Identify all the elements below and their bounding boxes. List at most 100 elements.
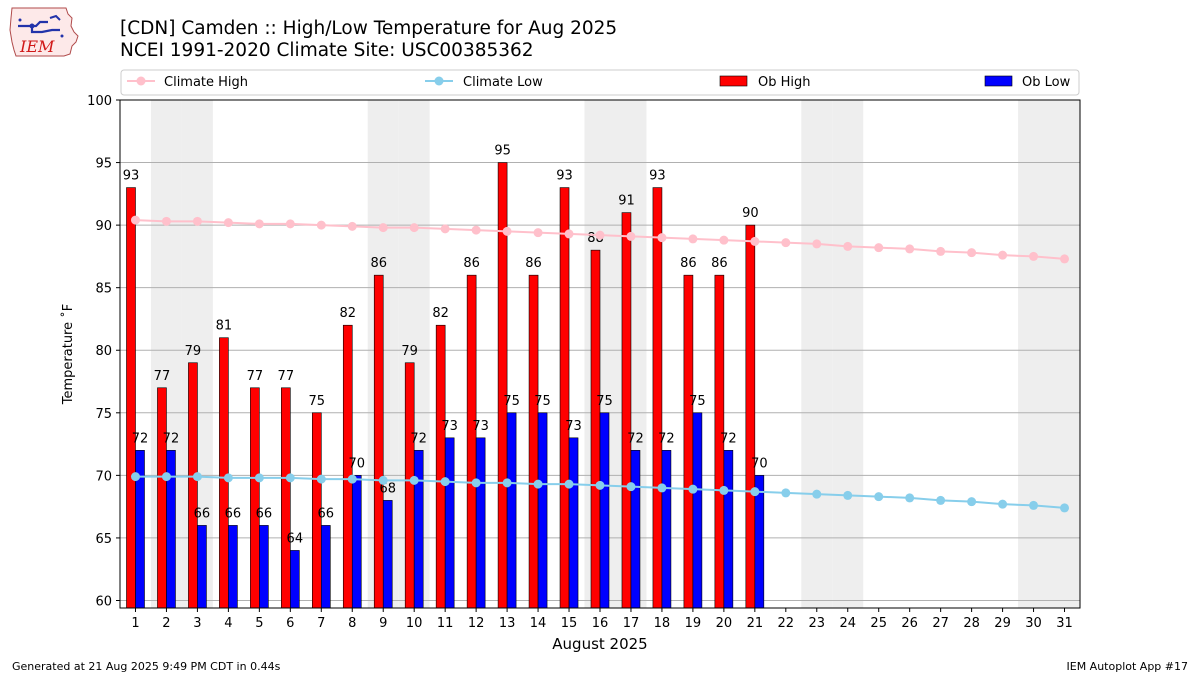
climate-high-point (285, 219, 295, 229)
ob-low-label: 64 (287, 531, 304, 546)
climate-low-point (347, 474, 357, 484)
climate-high-point (533, 228, 543, 238)
ob-low-bar (475, 437, 486, 609)
climate-high-point (347, 221, 357, 231)
climate-high-point (905, 244, 915, 254)
ob-high-label: 90 (742, 206, 759, 221)
climate-low-point (967, 497, 977, 507)
ob-low-label: 75 (534, 394, 551, 409)
x-axis-label: August 2025 (552, 635, 647, 653)
x-tick-label: 23 (809, 616, 826, 631)
climate-low-point (781, 488, 791, 498)
ob-low-bar (413, 450, 424, 609)
ob-high-bar (404, 362, 415, 609)
ob-low-bar (197, 525, 207, 609)
ob-low-label: 75 (503, 394, 520, 409)
ob-high-bar (652, 187, 663, 609)
ob-low-label: 75 (689, 394, 706, 409)
x-tick-label: 26 (901, 616, 918, 631)
ob-high-label: 77 (154, 369, 171, 384)
climate-low-point (843, 490, 853, 500)
footer-app-id: IEM Autoplot App #17 (1066, 660, 1189, 673)
x-tick-label: 11 (437, 616, 454, 631)
climate-high-point (471, 225, 481, 235)
y-tick-label: 80 (95, 344, 112, 359)
y-tick-label: 85 (95, 282, 112, 297)
x-tick-label: 19 (685, 616, 702, 631)
ob-high-bar (590, 249, 601, 609)
climate-low-point (161, 472, 171, 482)
climate-low-point (998, 499, 1008, 509)
ob-low-label: 70 (348, 456, 365, 471)
legend-climate-high-marker (136, 76, 146, 86)
ob-high-label: 91 (618, 194, 635, 209)
ob-low-bar (723, 450, 734, 609)
ob-high-label: 77 (278, 369, 295, 384)
ob-high-label: 86 (370, 256, 387, 271)
ob-low-label: 72 (410, 431, 427, 446)
ob-low-bar (320, 525, 331, 609)
climate-high-point (750, 236, 760, 246)
ob-low-bar (506, 412, 517, 609)
weekend-shade (832, 100, 864, 608)
climate-high-point (192, 216, 202, 226)
climate-low-point (1029, 500, 1039, 510)
climate-low-point (285, 473, 295, 483)
ob-low-bar (692, 412, 703, 609)
x-tick-label: 4 (224, 616, 232, 631)
svg-text:IEM: IEM (19, 37, 55, 56)
ob-low-label: 66 (225, 506, 242, 521)
ob-low-label: 72 (627, 431, 644, 446)
climate-high-point (936, 246, 946, 256)
climate-low-point (409, 475, 419, 485)
legend-ob-high-label: Ob High (758, 75, 811, 90)
ob-low-bar (537, 412, 548, 609)
y-tick-label: 100 (87, 94, 112, 109)
ob-high-bar (745, 224, 756, 609)
iem-logo: IEM (8, 6, 80, 58)
x-tick-label: 7 (317, 616, 325, 631)
climate-high-point (781, 238, 791, 248)
ob-high-bar (188, 362, 198, 609)
climate-low-point (440, 477, 450, 487)
x-tick-label: 8 (348, 616, 356, 631)
climate-high-point (440, 224, 450, 234)
x-tick-label: 5 (255, 616, 263, 631)
climate-high-point (998, 250, 1008, 260)
climate-low-point (688, 484, 698, 494)
ob-high-label: 82 (339, 306, 356, 321)
x-tick-label: 17 (623, 616, 640, 631)
ob-high-label: 79 (185, 344, 202, 359)
legend-climate-low-label: Climate Low (463, 75, 543, 90)
climate-low-point (657, 483, 667, 493)
x-tick-label: 22 (778, 616, 795, 631)
y-tick-label: 75 (95, 407, 112, 422)
x-tick-label: 13 (499, 616, 516, 631)
climate-low-point (316, 474, 326, 484)
ob-low-label: 70 (751, 456, 768, 471)
x-tick-label: 1 (131, 616, 139, 631)
ob-high-bar (466, 274, 477, 609)
ob-low-label: 72 (163, 431, 180, 446)
climate-low-point (719, 485, 729, 495)
climate-high-point (595, 230, 605, 240)
x-tick-label: 28 (963, 616, 980, 631)
ob-low-bar (599, 412, 610, 609)
ob-low-label: 72 (720, 431, 737, 446)
legend-ob-low-swatch (984, 75, 1013, 87)
x-tick-label: 18 (654, 616, 671, 631)
ob-high-label: 93 (123, 169, 140, 184)
climate-high-point (657, 233, 667, 243)
climate-low-point (192, 472, 202, 482)
ob-high-label: 79 (401, 344, 418, 359)
climate-low-point (533, 479, 543, 489)
ob-high-bar (157, 387, 167, 609)
climate-high-point (378, 223, 388, 233)
x-tick-label: 27 (932, 616, 949, 631)
climate-low-point (130, 472, 140, 482)
ob-high-bar (250, 387, 260, 609)
climate-high-point (254, 219, 264, 229)
legend-box (120, 69, 1080, 96)
weekend-shade (1049, 100, 1080, 608)
climate-low-point (936, 495, 946, 505)
